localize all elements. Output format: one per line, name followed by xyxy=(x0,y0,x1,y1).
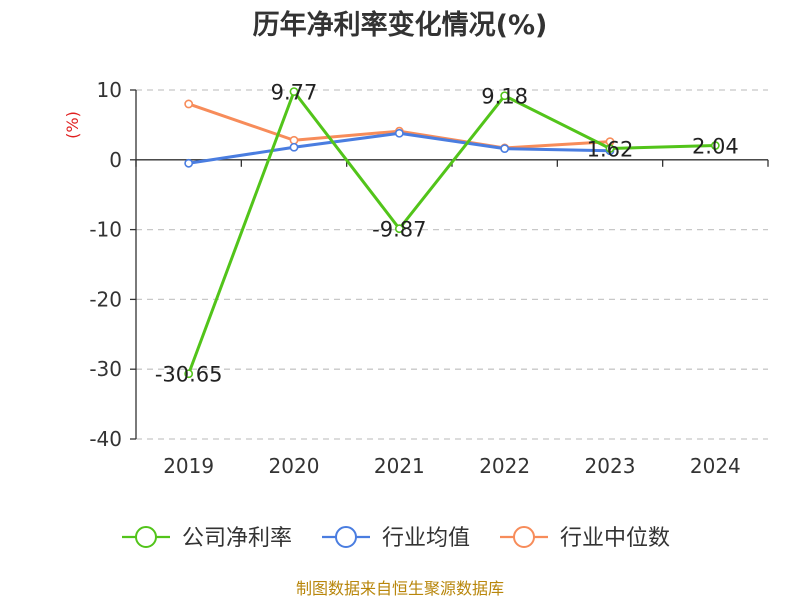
y-tick-label: -40 xyxy=(89,427,122,451)
data-point xyxy=(605,144,615,153)
data-point xyxy=(394,128,404,138)
data-point xyxy=(289,87,299,97)
data-label: 1.62 xyxy=(587,137,634,161)
source-note: 制图数据来自恒生聚源数据库 xyxy=(296,579,504,598)
data-point xyxy=(184,369,194,379)
x-tick-label: 2022 xyxy=(479,454,530,478)
x-tick-label: 2023 xyxy=(585,454,636,478)
data-point xyxy=(500,91,510,101)
data-point xyxy=(500,144,510,154)
series-line-1 xyxy=(188,131,611,165)
y-tick-label: 0 xyxy=(109,148,122,172)
y-axis-label: (%) xyxy=(63,111,82,139)
data-point xyxy=(394,224,404,234)
legend-marker-icon xyxy=(513,526,535,548)
chart-title: 历年净利率变化情况(%) xyxy=(253,9,548,41)
legend-item-label[interactable]: 公司净利率 xyxy=(182,526,292,551)
series-lines xyxy=(184,87,720,379)
legend-marker-icon xyxy=(135,526,157,548)
x-tick-label: 2021 xyxy=(374,454,425,478)
data-label: 2.04 xyxy=(692,135,739,159)
data-label: -9.87 xyxy=(372,218,426,242)
series-line-2 xyxy=(188,102,611,150)
data-labels: -30.65 9.77 -9.87 9.18 1.62 2.04 xyxy=(155,81,739,387)
y-tick-label: -30 xyxy=(89,357,122,381)
data-point xyxy=(289,135,299,145)
legend-marker-icon xyxy=(335,526,357,548)
legend-item-label[interactable]: 行业均值 xyxy=(382,526,470,551)
legend[interactable]: 公司净利率 行业均值 行业中位数 xyxy=(122,526,670,551)
data-label: 9.18 xyxy=(481,85,528,109)
data-point xyxy=(184,158,194,168)
x-tick-label: 2019 xyxy=(163,454,214,478)
y-tick-label: -10 xyxy=(89,218,122,242)
x-tick-label: 2024 xyxy=(690,454,741,478)
axes: 10 0 -10 -20 -30 -40 2019 2020 2021 2022 2023 2024 xyxy=(89,78,769,478)
x-tick-label: 2020 xyxy=(269,454,320,478)
y-tick-label: 10 xyxy=(97,78,122,102)
legend-item-label[interactable]: 行业中位数 xyxy=(560,526,670,551)
data-label: 9.77 xyxy=(271,81,318,105)
data-point xyxy=(184,99,194,109)
data-label: -30.65 xyxy=(155,363,223,387)
data-point xyxy=(289,142,299,152)
series-line-0 xyxy=(187,90,716,375)
data-point xyxy=(710,141,720,150)
y-tick-label: -20 xyxy=(89,287,122,311)
